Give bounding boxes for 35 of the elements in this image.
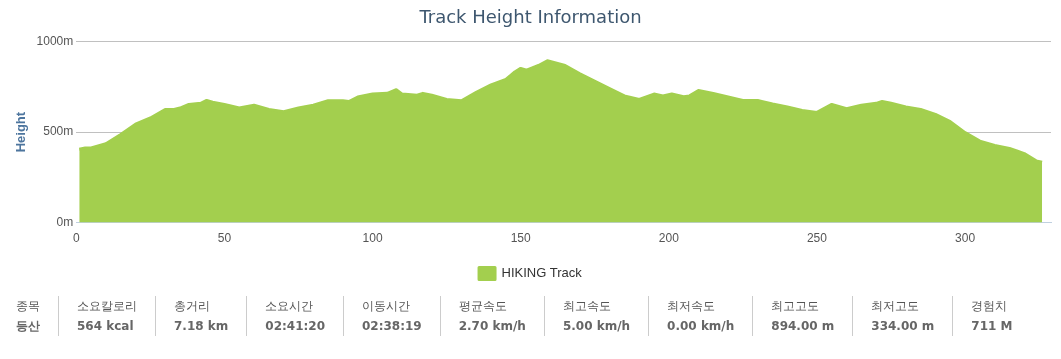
text: 7.18 km (174, 318, 229, 335)
x-tick-label: 200 (658, 231, 680, 246)
text: 평균속도 (458, 298, 508, 315)
text: 최저속도 (667, 298, 717, 315)
text: 711 M (971, 318, 1013, 335)
text: 02:38:19 (361, 318, 422, 335)
text: 등산 (16, 318, 40, 335)
chart-title: Track Height Information (418, 6, 642, 28)
text: 최저고도 (871, 298, 921, 315)
x-tick-label: 0 (72, 231, 80, 246)
text: 894.00 m (771, 318, 835, 335)
y-tick-label: 1000m (36, 33, 74, 48)
x-tick-label: 250 (806, 231, 828, 246)
x-tick-label: 50 (217, 231, 232, 246)
x-tick-label: 150 (510, 231, 532, 246)
text: 이동시간 (361, 298, 411, 315)
text: 334.00 m (871, 318, 935, 335)
y-axis-title: Height (13, 111, 29, 153)
y-tick-label: 0m (56, 214, 74, 229)
legend-label: HIKING Track (501, 265, 583, 281)
y-tick-label: 500m (43, 124, 74, 139)
text: 소요시간 (265, 298, 315, 315)
text: 총거리 (174, 298, 211, 315)
text: 02:41:20 (265, 318, 325, 335)
text: 5.00 km/h (562, 318, 631, 335)
text: 564 kcal (77, 318, 135, 335)
x-tick-label: 300 (955, 231, 976, 246)
text: 최고고도 (771, 298, 821, 315)
x-tick-label: 100 (362, 231, 383, 246)
text: 0.00 km/h (667, 318, 735, 335)
text: 최고속도 (562, 298, 612, 315)
text: 2.70 km/h (458, 318, 526, 335)
text: 소요칼로리 (77, 298, 137, 315)
text: 종목 (16, 298, 40, 315)
text: 경험치 (971, 298, 1009, 315)
